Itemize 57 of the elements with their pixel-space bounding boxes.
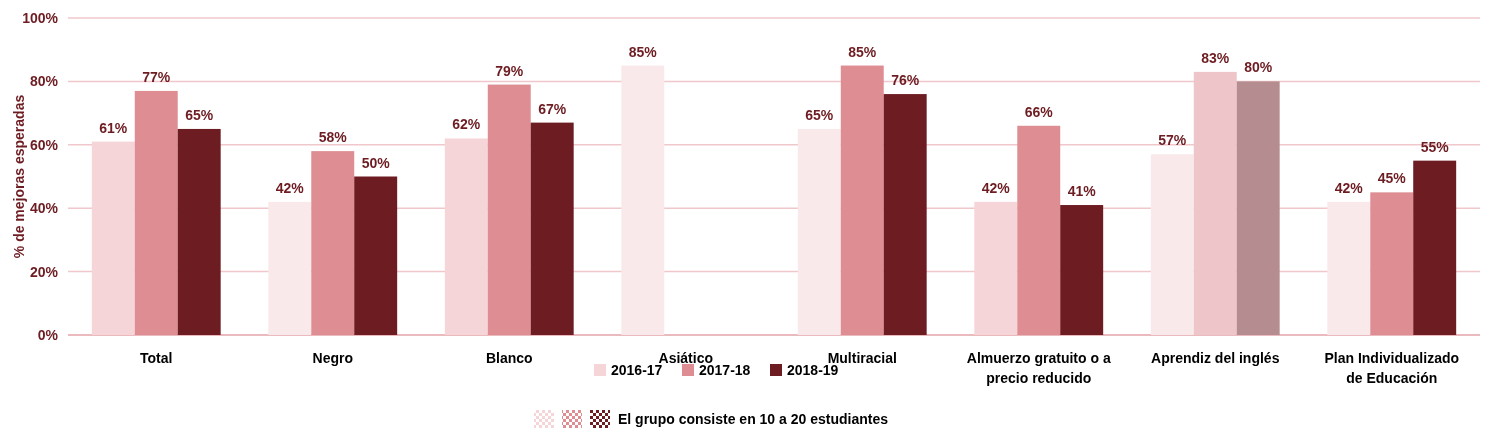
bar [974, 201, 1018, 335]
y-tick-label: 60% [29, 136, 59, 153]
data-label: 62% [452, 116, 481, 133]
x-tick-label: Blanco [485, 350, 533, 366]
bar [1150, 154, 1194, 335]
data-label: 45% [1377, 170, 1407, 187]
data-label: 41% [1067, 183, 1097, 200]
bar [621, 65, 665, 335]
data-label: 57% [1158, 132, 1187, 149]
data-label: 61% [99, 119, 128, 136]
bar [797, 128, 841, 335]
y-tick-label: 80% [29, 73, 59, 90]
data-label: 65% [185, 106, 214, 123]
bar [1327, 201, 1371, 335]
data-label: 80% [1244, 59, 1273, 76]
data-label: 85% [628, 43, 658, 60]
bar [1060, 205, 1104, 335]
bar [268, 201, 312, 335]
x-tick-label: Plan Individualizado de Educación [1324, 350, 1460, 386]
y-tick-label: 40% [29, 200, 59, 217]
data-label: 50% [361, 154, 391, 171]
bar [883, 94, 927, 335]
data-label: 76% [891, 72, 920, 89]
bar [444, 138, 488, 335]
y-tick-label: 100% [22, 9, 59, 26]
y-axis-title: % de mejoras esperadas [11, 94, 27, 259]
bar [354, 176, 398, 335]
x-tick-label: Negro [312, 350, 353, 366]
x-tick-label: Almuerzo gratuito o a precio reducido [966, 350, 1111, 386]
data-label: 67% [538, 100, 567, 117]
bar [1236, 81, 1280, 335]
data-label: 66% [1024, 103, 1054, 120]
y-tick-label: 20% [29, 263, 59, 280]
text: El grupo consiste en 10 a 20 estudiantes [618, 411, 889, 427]
y-tick-label: 0% [37, 326, 59, 343]
bar [134, 90, 178, 335]
x-tick-label: Aprendiz del inglés [1151, 350, 1280, 366]
data-label: 77% [142, 68, 171, 85]
data-label: 65% [805, 106, 834, 123]
bar [1413, 160, 1457, 335]
data-label: 42% [981, 179, 1011, 196]
bar [1370, 192, 1414, 335]
data-label: 83% [1201, 49, 1230, 66]
bar [91, 141, 135, 335]
bar [1017, 125, 1061, 335]
data-label: 42% [275, 179, 305, 196]
bar [177, 128, 221, 335]
data-label: 55% [1420, 138, 1450, 155]
data-label: 79% [495, 62, 524, 79]
bar [487, 84, 531, 335]
bar [530, 122, 574, 335]
data-label: 58% [318, 129, 348, 146]
data-label: 85% [848, 43, 877, 60]
bar [840, 65, 884, 335]
data-label: 42% [1334, 179, 1364, 196]
bar [311, 151, 355, 335]
x-tick-label: Total [140, 350, 173, 366]
